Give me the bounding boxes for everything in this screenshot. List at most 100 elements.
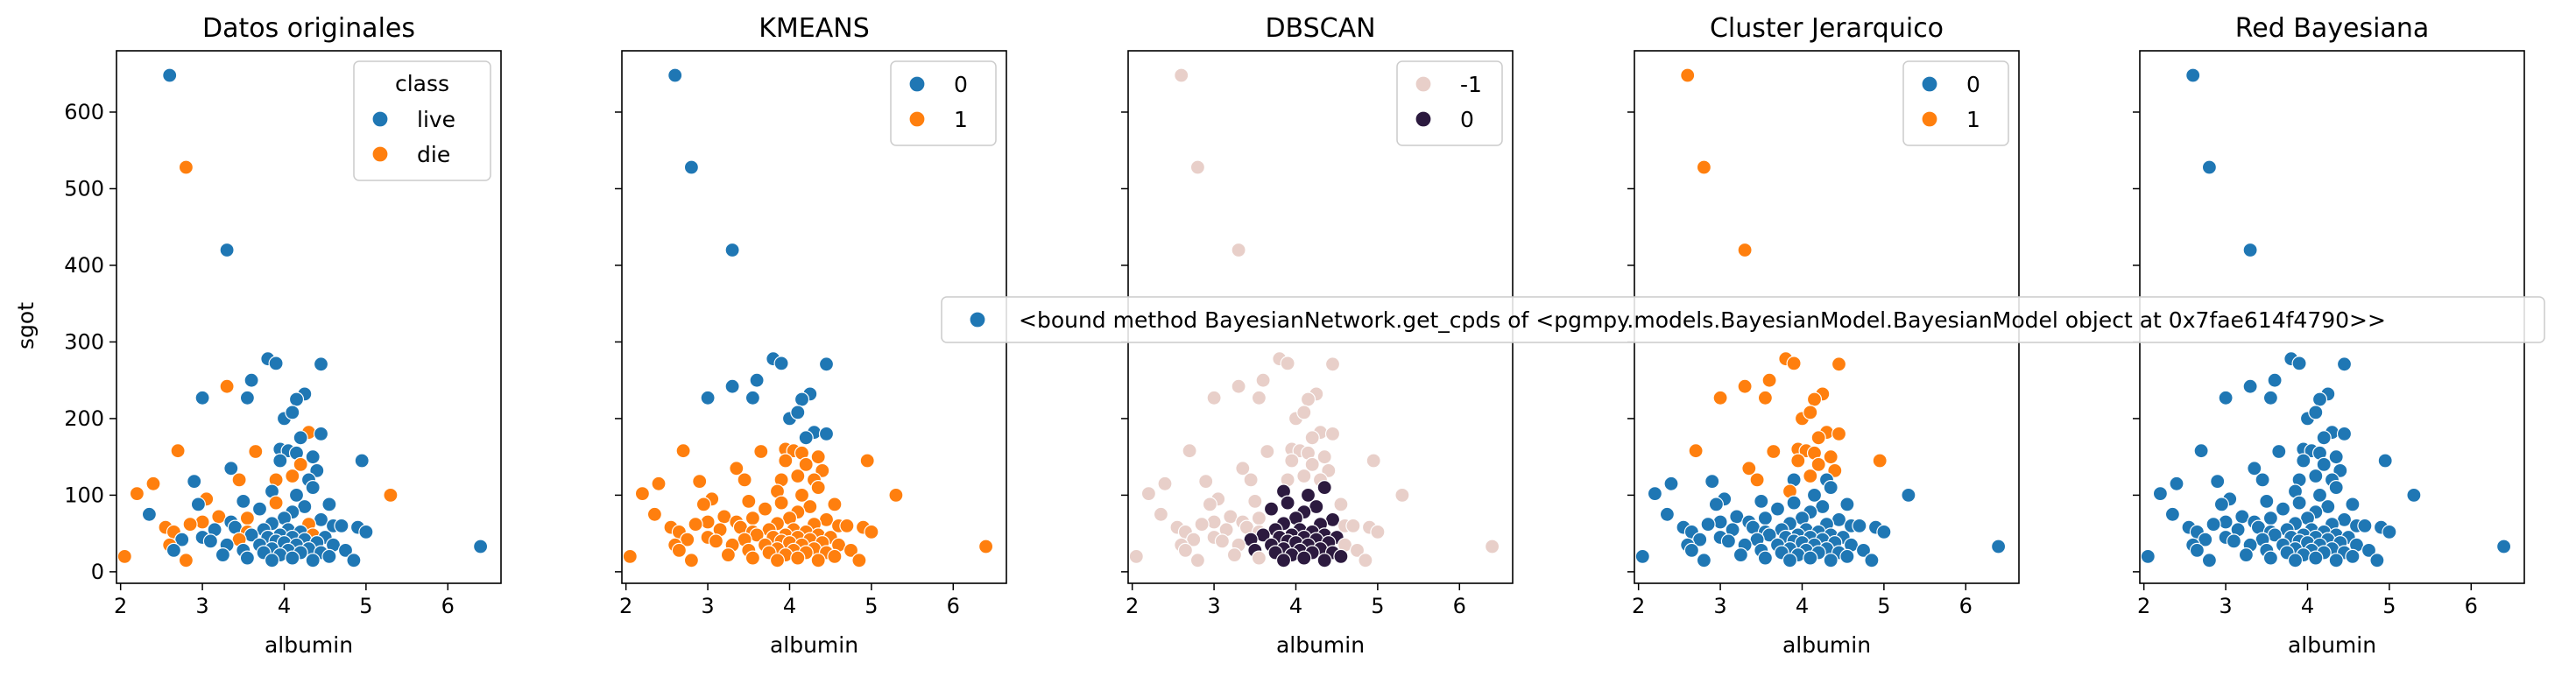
data-point xyxy=(2287,553,2304,568)
data-point xyxy=(651,476,667,491)
data-point xyxy=(2255,472,2270,488)
legend-frame xyxy=(890,60,997,146)
long-legend-frame xyxy=(941,296,2545,343)
data-point xyxy=(141,506,157,522)
data-point xyxy=(285,405,300,420)
panel-title: KMEANS xyxy=(759,13,870,44)
data-point xyxy=(794,391,810,407)
legend-marker xyxy=(371,145,389,163)
data-point xyxy=(1324,356,1341,372)
data-point xyxy=(1790,453,1806,469)
data-point xyxy=(2201,553,2217,568)
data-point xyxy=(667,67,683,83)
data-point xyxy=(1157,476,1173,491)
x-tick-label: 5 xyxy=(1371,594,1384,618)
data-point xyxy=(2357,518,2373,534)
legend-marker xyxy=(1921,75,1938,93)
data-point xyxy=(1761,372,1777,388)
y-tick-label: 300 xyxy=(64,329,104,354)
data-point xyxy=(223,461,239,476)
data-point xyxy=(1284,453,1300,469)
data-point xyxy=(1366,453,1381,469)
data-point xyxy=(2328,479,2344,496)
x-axis-label: albumin xyxy=(2288,632,2376,658)
data-point xyxy=(129,485,145,502)
data-point xyxy=(692,473,708,490)
data-point xyxy=(1333,497,1349,512)
data-point xyxy=(695,497,712,512)
x-tick-label: 5 xyxy=(865,594,878,618)
data-point xyxy=(646,506,663,522)
legend-marker xyxy=(1921,110,1938,128)
data-point xyxy=(2262,390,2278,405)
y-tick-label: 200 xyxy=(64,406,104,431)
x-axis-label: albumin xyxy=(265,632,353,658)
data-point xyxy=(337,542,354,559)
long-legend-marker xyxy=(969,311,986,328)
data-point xyxy=(1304,430,1320,446)
data-point xyxy=(202,533,218,549)
data-point xyxy=(1782,553,1798,568)
data-point xyxy=(2218,390,2234,405)
scatter-points xyxy=(622,67,994,568)
data-point xyxy=(1823,479,1838,496)
data-point xyxy=(2345,548,2361,565)
data-point xyxy=(810,553,826,568)
data-point xyxy=(798,430,814,446)
data-point xyxy=(1864,553,1880,568)
data-point xyxy=(1831,426,1847,441)
data-point xyxy=(1786,495,1802,511)
data-point xyxy=(334,518,349,534)
data-point xyxy=(2259,493,2275,510)
x-axis-label: albumin xyxy=(1276,632,1365,658)
data-point xyxy=(773,356,789,371)
data-point xyxy=(178,553,194,568)
x-axis-label: albumin xyxy=(770,632,858,658)
long-legend-label: <bound method BayesianNetwork.get_cpds o… xyxy=(1019,307,2386,333)
y-tick-label: 0 xyxy=(91,560,104,584)
data-point xyxy=(688,516,703,532)
data-point xyxy=(346,553,362,568)
x-tick-label: 4 xyxy=(1289,594,1302,618)
data-point xyxy=(1741,461,1757,476)
data-point xyxy=(1991,539,2007,554)
panel-title: DBSCAN xyxy=(1265,13,1375,44)
legend-label: 1 xyxy=(954,107,968,132)
data-point xyxy=(313,426,329,441)
data-point xyxy=(1140,485,1157,502)
data-point xyxy=(1901,487,1916,504)
data-point xyxy=(1345,518,1361,534)
data-point xyxy=(1128,548,1144,565)
data-point xyxy=(708,533,724,549)
data-point xyxy=(1634,548,1650,565)
data-point xyxy=(268,356,284,371)
data-point xyxy=(843,542,859,559)
data-point xyxy=(182,516,198,532)
x-tick-label: 2 xyxy=(619,594,632,618)
data-point xyxy=(1243,472,1259,488)
data-point xyxy=(2169,476,2184,491)
data-point xyxy=(1700,516,1716,532)
data-point xyxy=(1692,532,1708,547)
data-point xyxy=(1712,514,1728,530)
data-point xyxy=(1647,485,1663,502)
data-point xyxy=(888,487,904,504)
data-point xyxy=(285,468,300,484)
data-point xyxy=(2382,524,2397,540)
data-point xyxy=(700,390,716,405)
data-point xyxy=(1177,542,1194,559)
x-tick-label: 5 xyxy=(2382,594,2396,618)
x-tick-label: 2 xyxy=(1126,594,1139,618)
data-point xyxy=(1304,456,1320,473)
data-point xyxy=(634,485,651,502)
data-point xyxy=(839,518,855,534)
data-point xyxy=(321,497,337,512)
data-point xyxy=(859,453,875,469)
data-point xyxy=(2267,372,2283,388)
data-point xyxy=(1803,550,1818,566)
data-point xyxy=(1757,510,1774,526)
data-point xyxy=(1251,390,1267,405)
data-point xyxy=(2152,485,2168,502)
legend-marker xyxy=(371,110,389,128)
